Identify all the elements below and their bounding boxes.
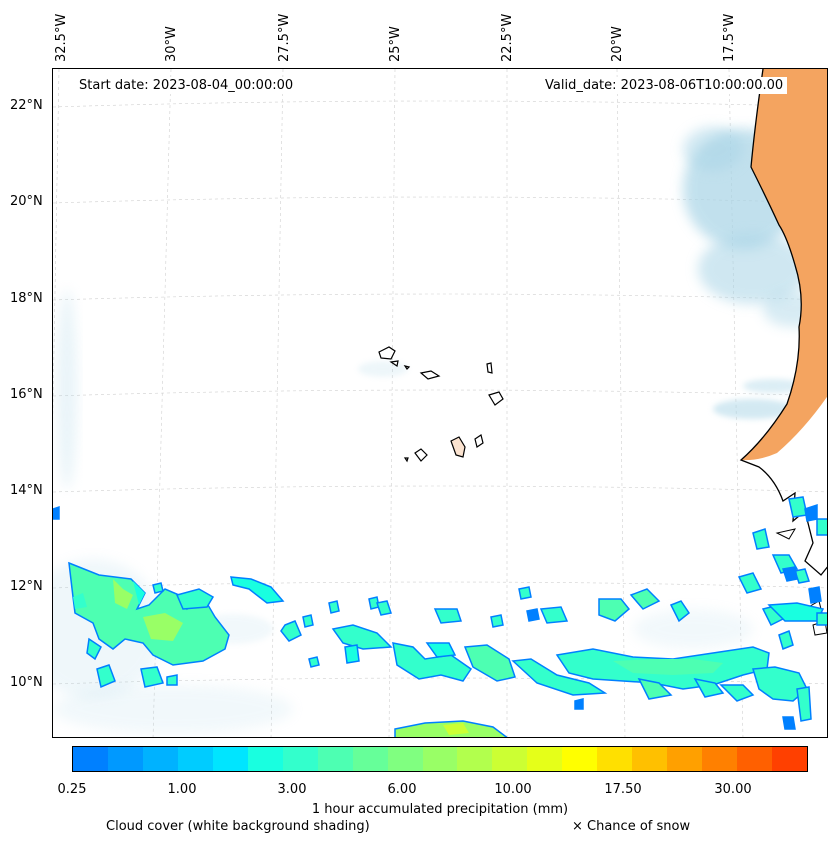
colorbar-tick-label: 3.00 bbox=[277, 782, 307, 797]
map-canvas bbox=[53, 69, 827, 737]
colorbar-swatch bbox=[212, 747, 248, 771]
colorbar-tick-label: 0.25 bbox=[57, 782, 87, 797]
colorbar-swatch bbox=[597, 747, 633, 771]
colorbar-title: 1 hour accumulated precipitation (mm) bbox=[311, 802, 569, 817]
colorbar-swatch bbox=[107, 747, 143, 771]
colorbar-swatch bbox=[142, 747, 178, 771]
colorbar-swatch bbox=[702, 747, 738, 771]
lat-label-16n: 16°N bbox=[10, 387, 43, 402]
map-panel[interactable] bbox=[52, 68, 828, 738]
colorbar-swatch bbox=[527, 747, 563, 771]
colorbar-swatch bbox=[632, 747, 668, 771]
colorbar-swatch bbox=[352, 747, 388, 771]
colorbar-swatch bbox=[422, 747, 458, 771]
lon-label-27-5w: 27.5°W bbox=[277, 13, 292, 62]
cloud-cover-legend: Cloud cover (white background shading) bbox=[106, 819, 370, 834]
snow-legend: × Chance of snow bbox=[572, 819, 691, 834]
colorbar-tick-label: 1.00 bbox=[167, 782, 197, 797]
colorbar-swatch bbox=[667, 747, 703, 771]
colorbar-swatch bbox=[282, 747, 318, 771]
colorbar-swatch bbox=[772, 747, 808, 771]
lon-label-22-5w: 22.5°W bbox=[500, 13, 515, 62]
colorbar-swatch bbox=[562, 747, 598, 771]
lat-label-20n: 20°N bbox=[10, 194, 43, 209]
lon-label-17-5w: 17.5°W bbox=[722, 13, 737, 62]
colorbar-tick-label: 30.00 bbox=[714, 782, 752, 797]
colorbar-tick-label: 10.00 bbox=[494, 782, 532, 797]
lat-label-18n: 18°N bbox=[10, 291, 43, 306]
africa-coast bbox=[739, 69, 827, 636]
precipitation bbox=[53, 496, 827, 737]
colorbar-swatch bbox=[387, 747, 423, 771]
start-date-label: Start date: 2023-08-04_00:00:00 bbox=[75, 77, 298, 94]
lat-label-14n: 14°N bbox=[10, 483, 43, 498]
valid-date-label: Valid_date: 2023-08-06T10:00:00.00 bbox=[541, 77, 788, 94]
colorbar-swatch bbox=[492, 747, 528, 771]
lon-label-25w: 25°W bbox=[388, 26, 403, 62]
colorbar-swatch bbox=[457, 747, 493, 771]
precipitation-colorbar bbox=[72, 746, 808, 772]
lat-label-12n: 12°N bbox=[10, 579, 43, 594]
colorbar-tick-label: 6.00 bbox=[387, 782, 417, 797]
lon-label-30w: 30°W bbox=[164, 26, 179, 62]
colorbar-swatch bbox=[737, 747, 773, 771]
colorbar-swatch bbox=[317, 747, 353, 771]
colorbar-tick-label: 17.50 bbox=[604, 782, 642, 797]
lat-label-10n: 10°N bbox=[10, 675, 43, 690]
colorbar-swatch bbox=[247, 747, 283, 771]
colorbar-swatch bbox=[177, 747, 213, 771]
lon-label-20w: 20°W bbox=[610, 26, 625, 62]
colorbar-swatch bbox=[73, 747, 108, 771]
lat-label-22n: 22°N bbox=[10, 98, 43, 113]
lon-label-32-5w: 32.5°W bbox=[54, 13, 69, 62]
cape-verde-islands bbox=[378, 346, 504, 463]
